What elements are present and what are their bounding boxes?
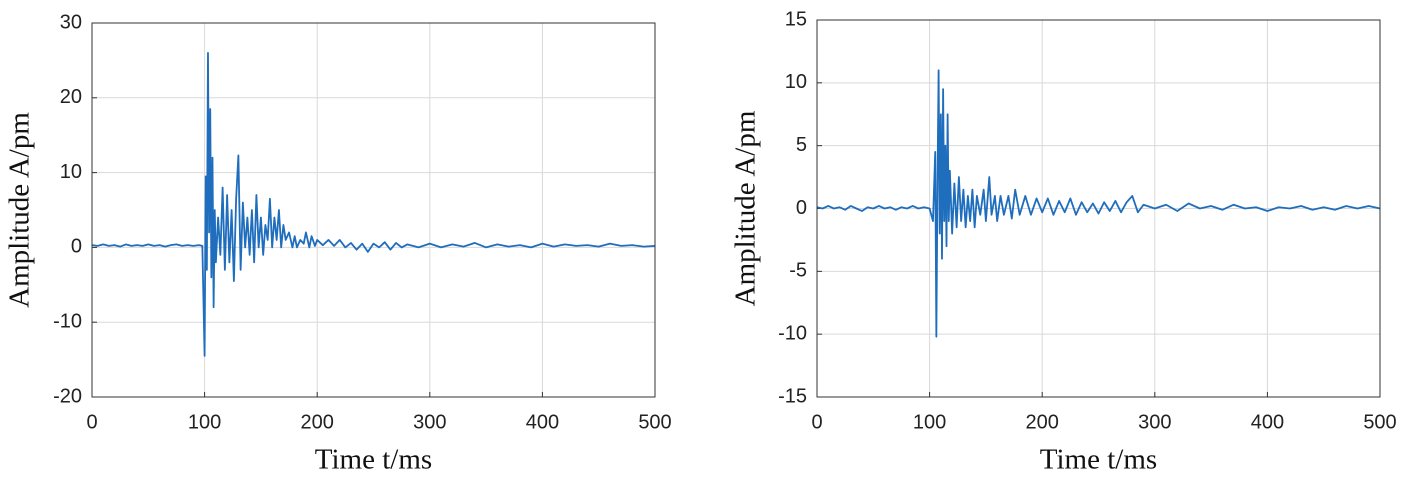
signal-line [816,69,1381,338]
x-tick-label: 400 [1251,411,1284,433]
y-tick-label: 30 [60,11,82,33]
y-axis-label: Amplitude A/pm [730,110,762,306]
y-tick-label: 20 [60,86,82,108]
x-tick-label: 100 [913,411,946,433]
y-tick-label: 10 [785,71,807,93]
x-tick-label: 0 [86,411,97,433]
y-tick-label: -5 [789,260,807,282]
x-axis-label: Time t/ms [315,444,432,476]
y-tick-label: -15 [778,385,807,407]
x-axis-label: Time t/ms [1040,444,1157,476]
y-tick-label: 15 [785,8,807,30]
y-axis-label: Amplitude A/pm [4,112,36,308]
y-tick-label: 0 [71,236,82,258]
x-tick-label: 500 [638,411,671,433]
x-tick-label: 300 [1138,411,1171,433]
axes-frame [91,22,656,398]
y-tick-label: -10 [53,310,82,332]
y-tick-label: -20 [53,385,82,407]
x-tick-label: 300 [413,411,446,433]
y-tick-label: 5 [796,134,807,156]
x-tick-label: 500 [1363,411,1396,433]
plot-area [92,23,655,397]
signal-line [91,52,656,357]
x-tick-label: 400 [526,411,559,433]
y-tick-label: 10 [60,161,82,183]
x-tick-label: 200 [301,411,334,433]
x-tick-label: 200 [1026,411,1059,433]
y-tick-label: -10 [778,322,807,344]
axes-frame [816,19,1381,398]
x-tick-label: 0 [811,411,822,433]
x-tick-label: 100 [188,411,221,433]
y-tick-label: 0 [796,197,807,219]
